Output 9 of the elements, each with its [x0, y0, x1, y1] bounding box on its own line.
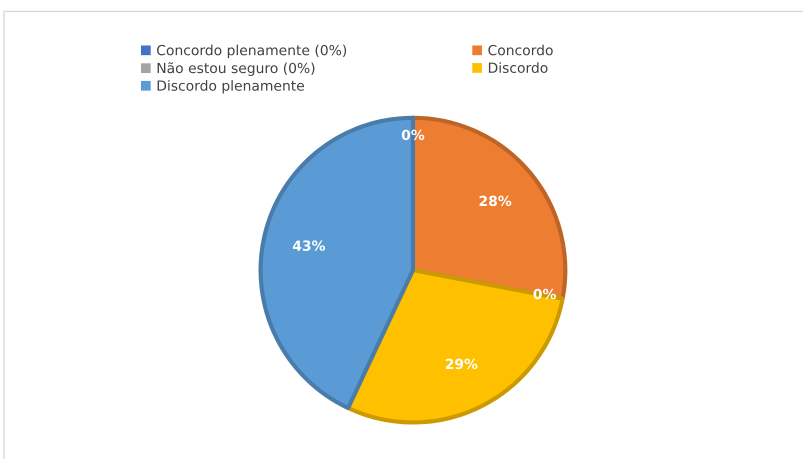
legend-label: Discordo plenamente	[158, 80, 304, 94]
legend-label: Discordo	[488, 62, 548, 73]
legend-label: Concordo	[488, 44, 553, 56]
text: 0%	[534, 288, 556, 300]
legend-label: Não estou seguro (0%)	[158, 62, 314, 76]
data-label: 43%	[292, 240, 326, 251]
legend-label: Concordo plenamente (0%)	[157, 44, 346, 58]
data-label: 28%	[480, 196, 512, 206]
data-label: 29%	[446, 358, 478, 370]
